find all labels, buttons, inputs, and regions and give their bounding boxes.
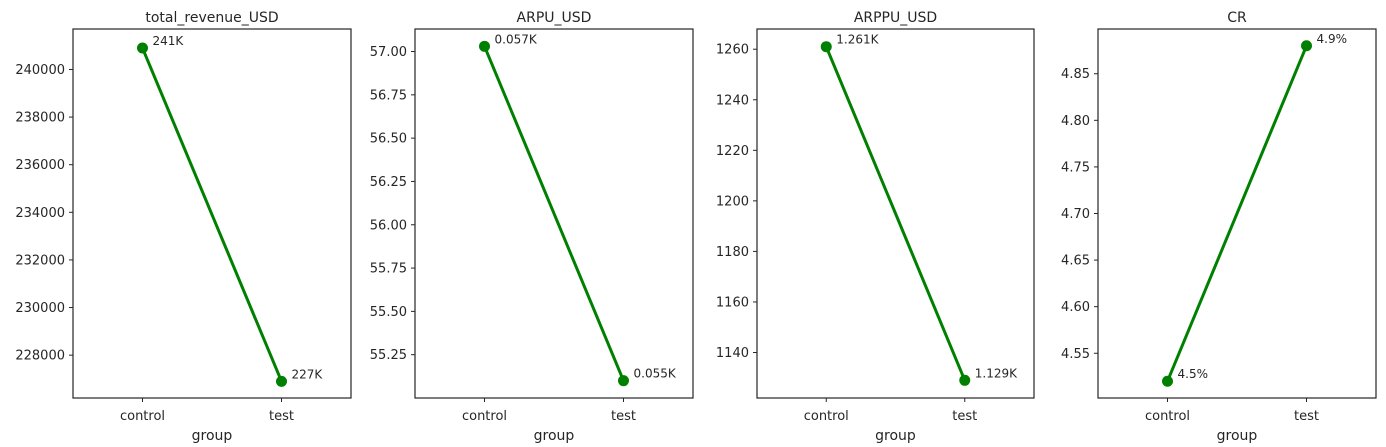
- y-tick-label: 1160: [716, 295, 749, 310]
- data-point: [820, 41, 832, 53]
- y-tick-label: 1240: [716, 93, 749, 108]
- data-label: 0.055K: [634, 367, 677, 381]
- y-tick-label: 57.00: [370, 45, 407, 60]
- data-point: [276, 375, 287, 387]
- x-tick-label: test: [952, 409, 977, 424]
- y-tick-label: 234000: [15, 206, 65, 221]
- chart-panel-2: ARPU_USD 55.25 55.50 55.75 56.00 56.25 56.50 56…: [370, 10, 694, 444]
- chart-title: ARPPU_USD: [854, 10, 937, 26]
- y-tick-label: 230000: [15, 301, 65, 316]
- x-tick-label: control: [120, 409, 165, 424]
- plot-frame: [756, 28, 1035, 399]
- y-tick-label: 4.60: [1061, 300, 1090, 315]
- x-axis-label: group: [875, 428, 916, 444]
- y-tick-label: 240000: [15, 63, 65, 78]
- plot-frame: [414, 28, 694, 399]
- y-tick-label: 1180: [716, 245, 749, 260]
- y-tick-label: 4.80: [1061, 114, 1090, 129]
- y-tick-label: 56.25: [370, 175, 407, 190]
- chart-title: total_revenue_USD: [145, 10, 278, 26]
- y-tick-label: 56.50: [370, 132, 407, 147]
- y-tick-label: 4.65: [1061, 254, 1090, 269]
- data-point: [137, 42, 148, 54]
- y-tick-label: 55.75: [370, 262, 407, 277]
- chart-panel-3: ARPPU_USD 1140 1160 1180 1200 1220 1240 1260 con…: [716, 10, 1035, 444]
- y-tick-label: 1260: [716, 43, 749, 58]
- y-tick-label: 56.75: [370, 88, 407, 103]
- data-point: [1162, 375, 1173, 387]
- data-point: [959, 374, 971, 386]
- data-label: 0.057K: [495, 32, 538, 46]
- y-tick-label: 4.75: [1061, 160, 1090, 175]
- y-tick-label: 55.25: [370, 348, 407, 363]
- x-axis-label: group: [534, 428, 575, 444]
- y-tick-label: 236000: [15, 158, 65, 173]
- y-tick-label: 56.00: [370, 218, 407, 233]
- data-point: [1301, 40, 1312, 52]
- series-line: [141, 47, 283, 382]
- series-line: [483, 45, 625, 382]
- x-tick-label: test: [611, 409, 636, 424]
- x-axis-label: group: [192, 428, 233, 444]
- y-tick-label: 1140: [716, 346, 749, 361]
- y-tick-label: 1220: [716, 144, 749, 159]
- chart-title: CR: [1227, 10, 1247, 26]
- y-tick-label: 4.55: [1061, 347, 1090, 362]
- data-point: [618, 375, 629, 387]
- data-label: 1.129K: [975, 366, 1018, 380]
- data-label: 227K: [292, 367, 324, 381]
- data-label: 1.261K: [836, 33, 879, 47]
- plot-frame: [72, 28, 352, 399]
- x-tick-label: test: [269, 409, 294, 424]
- x-tick-label: control: [462, 409, 507, 424]
- y-tick-label: 228000: [15, 349, 65, 364]
- y-tick-label: 4.70: [1061, 207, 1090, 222]
- x-tick-label: control: [1145, 409, 1190, 424]
- y-tick-label: 55.50: [370, 305, 407, 320]
- chart-panel-4: CR 4.55 4.60 4.65 4.70 4.75 4.80 4.85 control tes…: [1061, 10, 1377, 444]
- data-label: 4.9%: [1317, 32, 1348, 46]
- data-label: 4.5%: [1178, 367, 1209, 381]
- y-tick-label: 4.85: [1061, 67, 1090, 82]
- chart-panel-1: total_revenue_USD 228000 230000 232000 23400…: [15, 10, 352, 444]
- x-tick-label: control: [804, 409, 849, 424]
- y-tick-label: 238000: [15, 111, 65, 126]
- series-line: [824, 46, 967, 381]
- data-point: [479, 40, 490, 52]
- data-label: 241K: [153, 34, 185, 48]
- y-tick-label: 232000: [15, 253, 65, 268]
- series-line: [1166, 45, 1308, 382]
- x-tick-label: test: [1294, 409, 1319, 424]
- x-axis-label: group: [1217, 428, 1258, 444]
- y-tick-label: 1200: [716, 194, 749, 209]
- chart-title: ARPU_USD: [517, 10, 592, 26]
